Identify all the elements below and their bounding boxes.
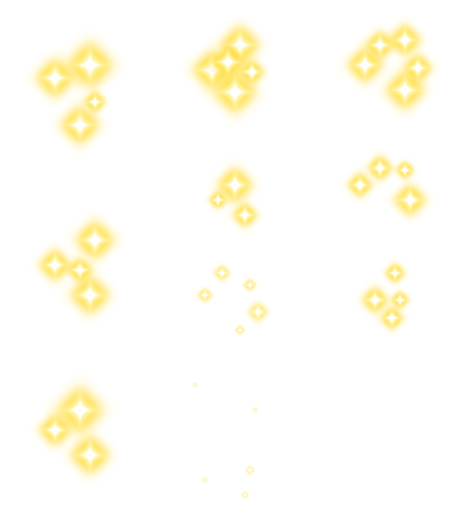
sparkle — [390, 180, 430, 220]
sparkle — [61, 36, 119, 94]
sparkle-cell-7 — [196, 263, 270, 336]
sparkle — [212, 263, 232, 283]
sparkle — [65, 270, 114, 319]
sparkle — [241, 491, 250, 500]
sparkle — [364, 152, 395, 183]
sparkle-cell-8 — [358, 261, 411, 333]
sparkle — [385, 20, 425, 60]
sparkle-cell-1 — [30, 36, 119, 150]
sparkle-cell-10 — [192, 382, 259, 500]
sparkle — [30, 53, 79, 102]
sparkle — [246, 300, 271, 325]
sparkle-cell-2 — [187, 20, 267, 119]
sparkle — [242, 277, 258, 293]
sparkle-cell-5 — [344, 152, 430, 220]
sparkle — [394, 159, 416, 181]
sparkle — [229, 199, 260, 230]
sparkle — [65, 430, 114, 479]
sparkle — [244, 464, 255, 475]
sparkle — [252, 407, 259, 414]
sparkle — [201, 476, 209, 484]
sparkle — [192, 382, 199, 389]
sparkle-cell-3 — [343, 20, 436, 115]
sparkle-cell-4 — [207, 163, 261, 231]
sparkle — [234, 324, 245, 335]
sparkle — [35, 245, 75, 285]
sparkle — [383, 261, 408, 286]
sparkle-cell-9 — [35, 381, 115, 480]
sparkle — [344, 169, 375, 200]
sparkle — [70, 215, 119, 264]
sparkle — [196, 286, 214, 304]
sparkle-cell-6 — [35, 215, 120, 319]
